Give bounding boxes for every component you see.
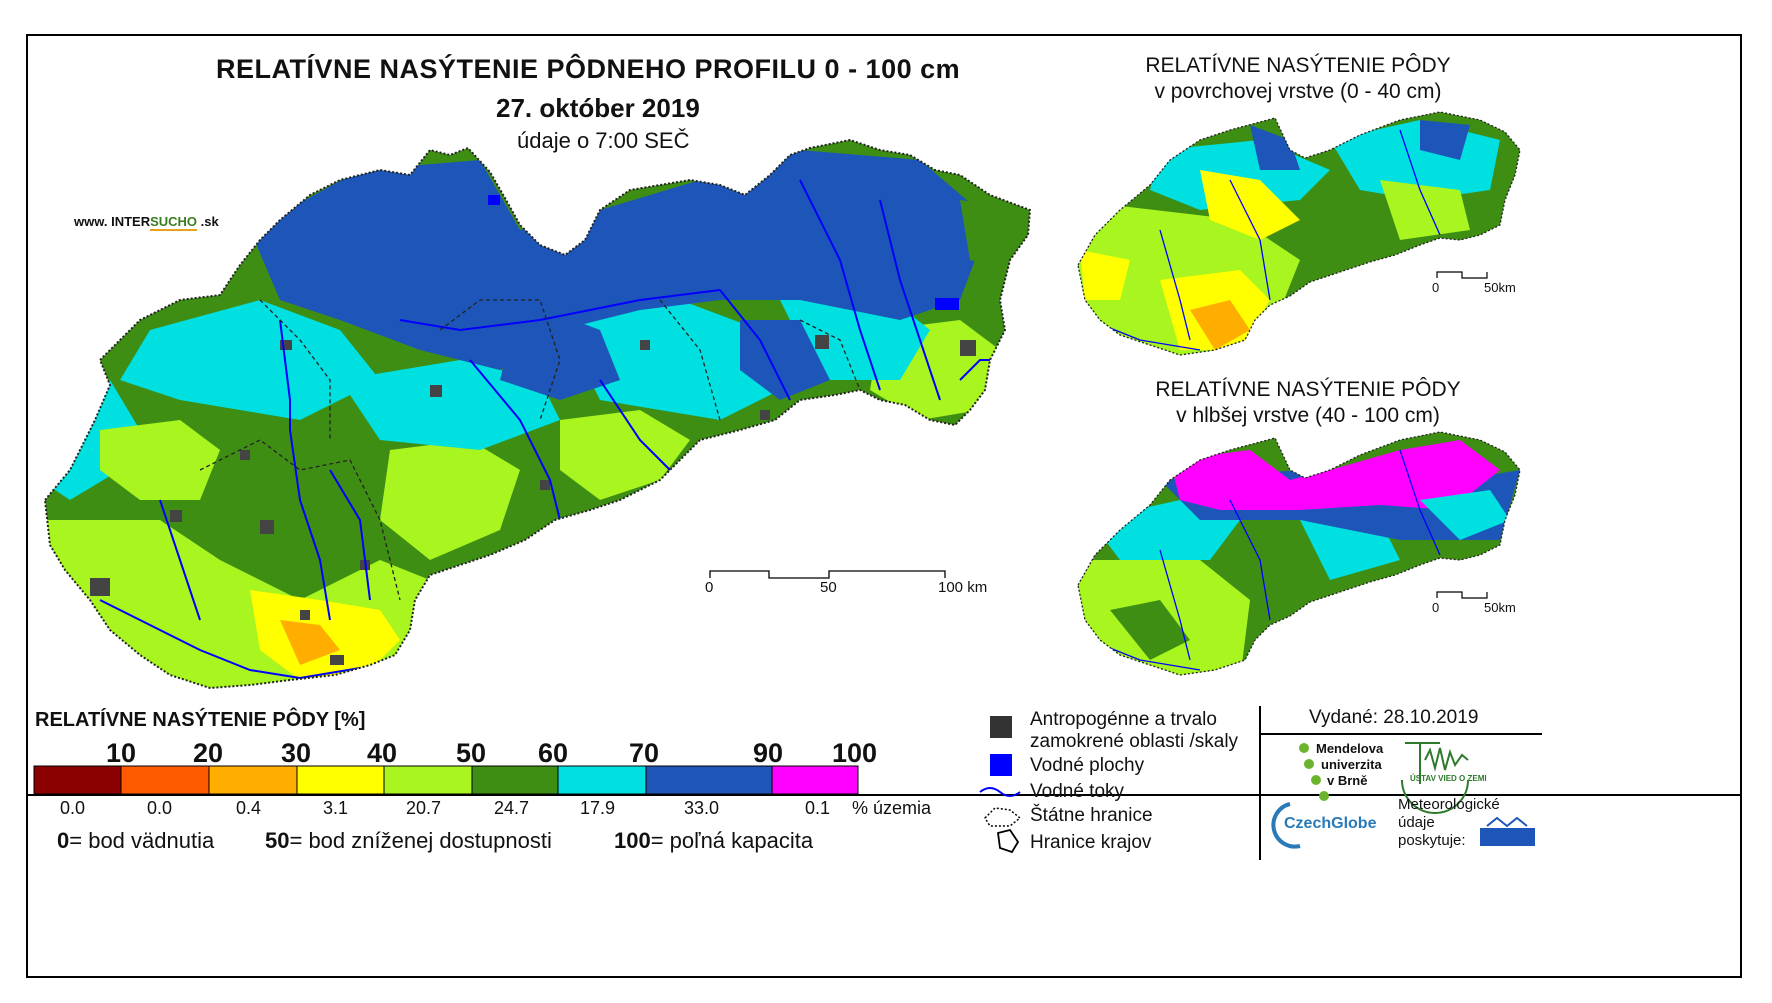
share-class-9: 0.1 [805,798,831,818]
legend-swatch-8 [645,765,773,795]
water-area-icon [990,754,1012,776]
czechglobe-logo [1271,802,1301,849]
map-frame [26,34,1742,978]
share-class-7: 17.9 [580,798,616,818]
met-line3: poskytuje: [1398,832,1466,849]
legend-swatch-1 [33,765,122,795]
threshold-50: 50 [456,738,487,768]
river-icon [979,787,1021,797]
note-wilting-point: 0= bod vädnutia [57,828,215,853]
legend-color-bar [33,765,859,795]
share-class-6: 24.7 [494,798,530,818]
symbol-region-border: Hranice krajov [1030,832,1152,853]
symbol-anthropogenic-line1: Antropogénne a trvalo [1030,709,1217,730]
top-inset-scale-50: 50km [1484,280,1516,295]
mendel-line3: v Brně [1327,773,1368,788]
legend-swatch-9 [771,765,859,795]
legend-swatch-4 [296,765,385,795]
mendel-line2: univerzita [1321,757,1382,772]
met-line1: Meteorologické [1398,796,1500,813]
threshold-40: 40 [367,738,398,768]
bottom-inset-title-2: v hlbšej vrstve (40 - 100 cm) [1176,404,1440,427]
bottom-inset-scale-50: 50km [1484,600,1516,615]
legend-swatch-2 [120,765,210,795]
main-scale-label-50: 50 [820,579,837,596]
note-reduced-availability: 50= bod zníženej dostupnosti [265,828,552,853]
symbol-state-border: Štátne hranice [1030,805,1153,826]
issued-date: Vydané: 28.10.2019 [1309,707,1479,728]
legend-title: RELATÍVNE NASÝTENIE PÔDY [%] [35,709,366,731]
anthropogenic-area-icon [990,716,1012,738]
main-map-time: údaje o 7:00 SEČ [517,128,690,153]
main-scale-label-100: 100 km [938,579,988,596]
uvgz-logo [1401,742,1469,814]
state-border-icon [984,807,1022,827]
share-class-4: 3.1 [323,798,349,818]
threshold-70: 70 [629,738,660,768]
top-inset-title-1: RELATÍVNE NASÝTENIE PÔDY [1145,54,1451,77]
symbol-river: Vodné toky [1030,781,1125,802]
threshold-10: 10 [106,738,137,768]
mendel-logo [1299,743,1329,801]
threshold-100: 100 [832,738,878,768]
symbol-anthropogenic-line2: zamokrené oblasti /skaly [1030,731,1239,752]
region-border-icon [997,828,1020,854]
symbol-water-area: Vodné plochy [1030,755,1145,776]
share-class-5: 20.7 [406,798,442,818]
czechglobe-label: CzechGlobe [1284,815,1377,832]
legend-panel [28,794,1740,980]
main-map-title: RELATÍVNE NASÝTENIE PÔDNEHO PROFILU 0 - … [216,54,961,84]
threshold-90: 90 [753,738,784,768]
bottom-inset-title-1: RELATÍVNE NASÝTENIE PÔDY [1155,378,1461,401]
uvgz-label: ÚSTAV VIED O ZEMI [1410,774,1487,783]
met-line2: údaje [1398,814,1435,831]
legend-swatch-7 [557,765,647,795]
share-class-1: 0.0 [60,798,86,818]
threshold-20: 20 [193,738,224,768]
bottom-inset-scale-0: 0 [1432,600,1440,615]
share-class-8: 33.0 [684,798,720,818]
share-class-3: 0.4 [236,798,262,818]
legend-swatch-5 [383,765,473,795]
share-class-2: 0.0 [147,798,173,818]
main-scale-bar [709,570,946,579]
note-field-capacity: 100= poľná kapacita [614,828,814,853]
threshold-30: 30 [281,738,312,768]
legend-swatch-3 [208,765,298,795]
intersucho-watermark: www. INTERSUCHO .sk [74,214,219,231]
top-inset-scale-0: 0 [1432,280,1440,295]
main-scale-label-0: 0 [705,579,714,596]
legend-swatch-6 [471,765,559,795]
main-map-date: 27. október 2019 [496,93,700,123]
mendel-line1: Mendelova [1316,741,1384,756]
shmu-logo [1480,816,1535,846]
threshold-60: 60 [538,738,569,768]
top-inset-title-2: v povrchovej vrstve (0 - 40 cm) [1154,80,1442,103]
share-unit: % územia [852,798,932,818]
